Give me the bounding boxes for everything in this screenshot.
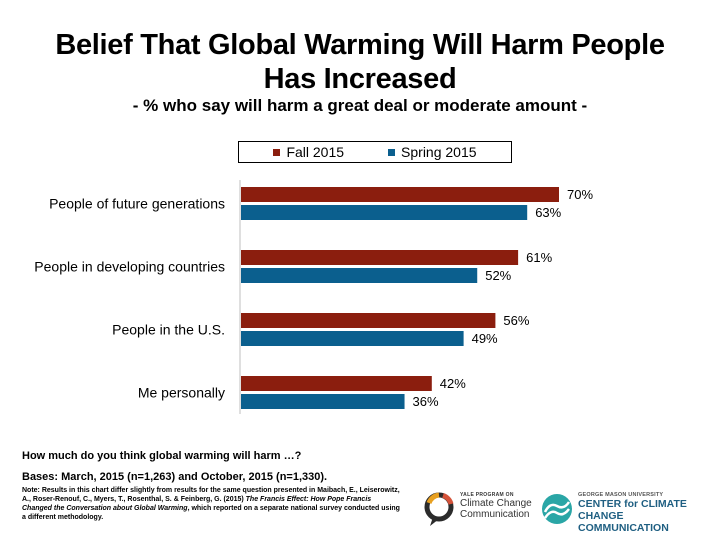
bar [241,250,519,265]
legend-item-fall: Fall 2015 [273,144,344,160]
gmu-logo-line-1: CENTER for CLIMATE CHANGE [578,498,687,522]
data-label: 52% [485,268,511,283]
yale-logo-small: YALE PROGRAM ON [460,492,514,498]
bar [241,376,432,391]
gmu-logo-line-2: COMMUNICATION [578,522,669,534]
bar [241,313,496,328]
yale-logo-line-2: Communication [460,509,530,520]
legend-swatch-spring [388,148,396,156]
bar-chart: People of future generations 70% 63% People… [34,180,593,414]
note-italic: The Francis Effect: How Pope Francis Cha… [22,496,372,512]
chart-title: Belief That Global Warming Will Harm Peo… [20,28,700,96]
bar [241,268,478,283]
data-label: 63% [535,205,561,220]
yale-logo: YALE PROGRAM ON Climate Change Communica… [424,492,534,528]
category-label: Me personally [138,385,225,401]
speech-bubble-icon [424,492,454,526]
survey-note: Note: Results in this chart differ sligh… [22,486,402,522]
data-label: 61% [526,250,552,265]
chart-legend: Fall 2015 Spring 2015 [238,141,512,163]
survey-bases: Bases: March, 2015 (n=1,263) and October… [22,471,328,483]
category-label: People in developing countries [34,259,225,275]
bar [241,331,464,346]
chart-subtitle: - % who say will harm a great deal or mo… [132,96,588,115]
category-label: People in the U.S. [112,322,225,338]
bar [241,205,528,220]
wave-icon [542,494,572,524]
bar [241,394,405,409]
data-label: 49% [472,331,498,346]
data-label: 36% [413,394,439,409]
category-label: People of future generations [49,196,225,212]
title-line-1: Belief That Global Warming Will Harm Peo… [55,29,665,61]
data-label: 56% [503,313,529,328]
title-line-2: Has Increased [263,63,457,95]
bar [241,187,559,202]
gmu-logo: GEORGE MASON UNIVERSITY CENTER for CLIMA… [540,492,715,534]
legend-item-spring: Spring 2015 [388,144,477,160]
note-text-2: , which reported on a separate national … [22,505,400,521]
legend-label-fall: Fall 2015 [286,144,345,160]
gmu-logo-small: GEORGE MASON UNIVERSITY [578,492,664,498]
legend-swatch-fall [273,148,281,156]
yale-logo-line-1: Climate Change [460,498,532,509]
data-label: 70% [567,187,593,202]
note-text-1: Note: Results in this chart differ sligh… [22,487,400,503]
data-label: 42% [440,376,466,391]
survey-question: How much do you think global warming wil… [22,450,302,462]
legend-label-spring: Spring 2015 [401,144,477,160]
